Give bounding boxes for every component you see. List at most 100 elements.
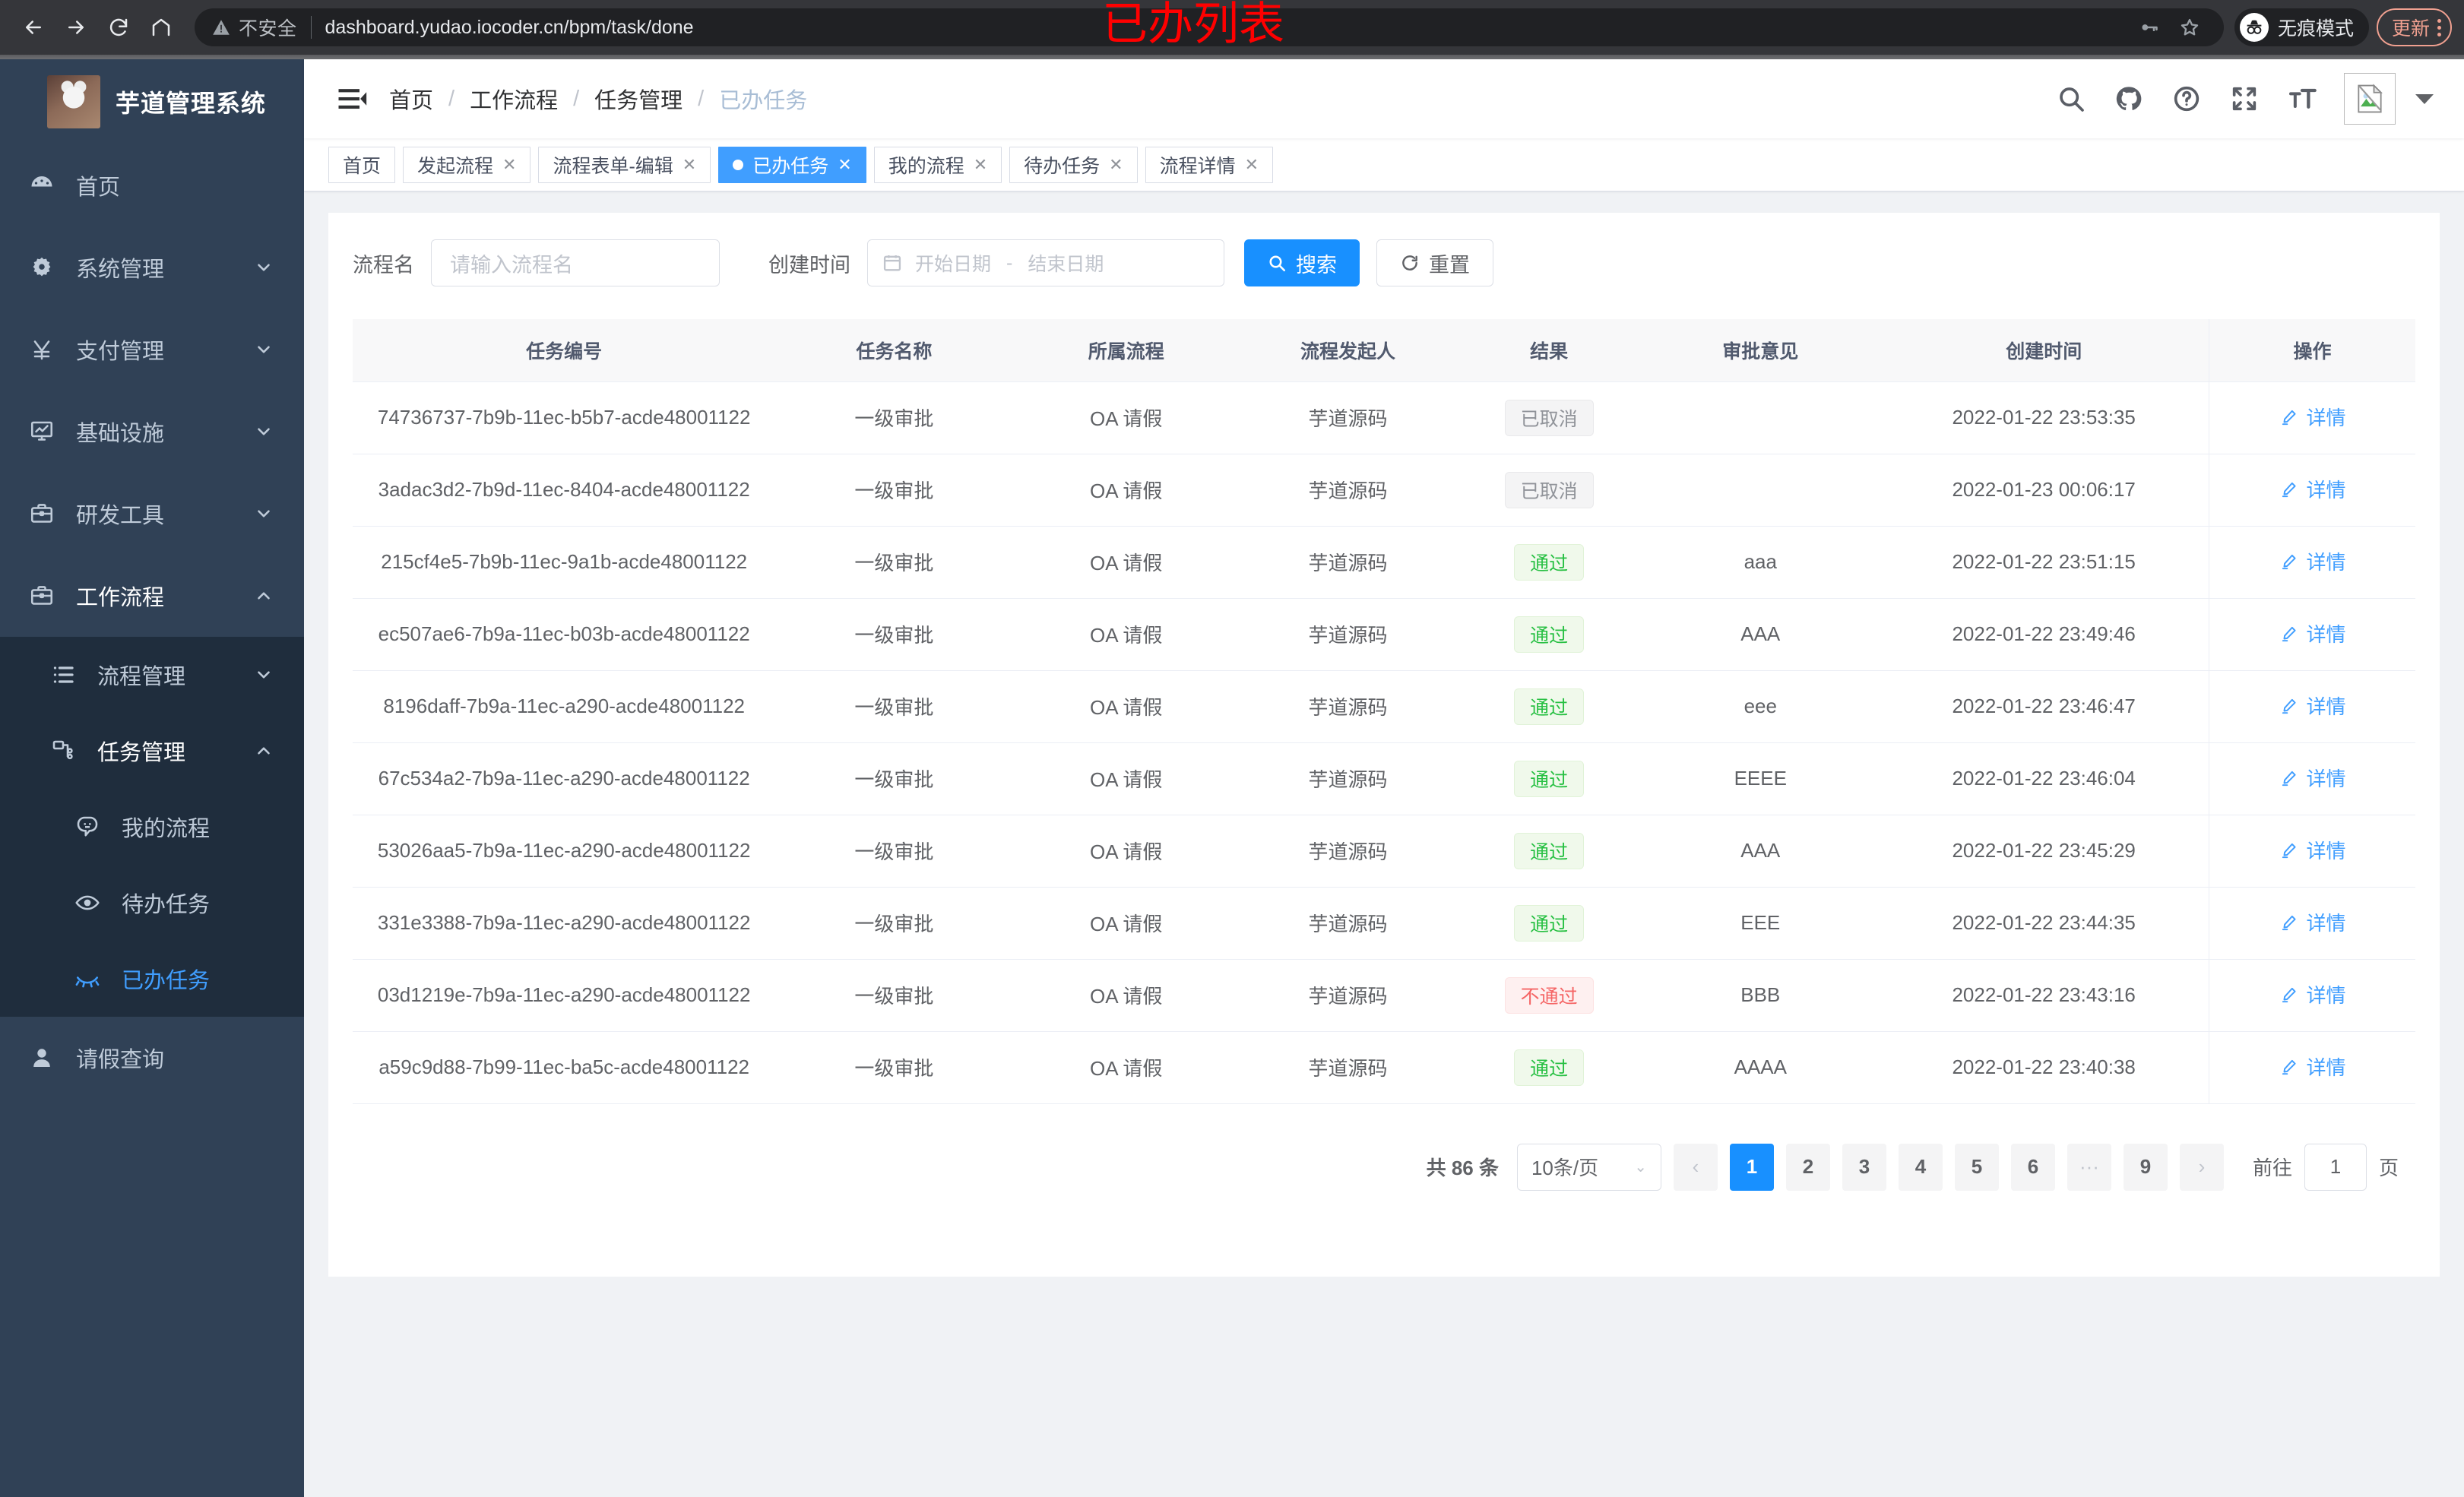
home-button[interactable]: [140, 6, 182, 49]
detail-button[interactable]: 详情: [2279, 692, 2346, 720]
sidebar-item-infrastructure[interactable]: 基础设施: [0, 391, 304, 473]
cell-starter: 芋道源码: [1240, 381, 1456, 454]
cell-task-name: 一级审批: [775, 742, 1013, 815]
tab-home[interactable]: 首页: [328, 146, 396, 183]
detail-button[interactable]: 详情: [2279, 980, 2346, 1008]
update-button[interactable]: 更新: [2376, 8, 2452, 46]
prev-page-button[interactable]: ‹: [1673, 1143, 1718, 1191]
font-size-icon[interactable]: [2286, 83, 2318, 115]
sidebar-item-workflow[interactable]: 工作流程: [0, 555, 304, 637]
detail-button[interactable]: 详情: [2279, 403, 2346, 431]
breadcrumb-item-home[interactable]: 首页: [389, 89, 434, 113]
detail-button[interactable]: 详情: [2279, 1052, 2346, 1081]
close-icon[interactable]: ✕: [1109, 154, 1123, 174]
close-icon[interactable]: ✕: [973, 154, 988, 174]
detail-button[interactable]: 详情: [2279, 836, 2346, 864]
cell-result: 通过: [1455, 887, 1642, 960]
page-button-1[interactable]: 1: [1729, 1143, 1774, 1191]
edit-pencil-icon: [2282, 843, 2296, 858]
detail-button[interactable]: 详情: [2279, 547, 2346, 575]
password-key-icon[interactable]: [2131, 10, 2166, 45]
page-button-5[interactable]: 5: [1954, 1143, 1999, 1191]
address-bar[interactable]: 不安全 dashboard.yudao.iocoder.cn/bpm/task/…: [195, 8, 2224, 46]
avatar[interactable]: [2344, 73, 2396, 125]
sidebar-item-home[interactable]: 首页: [0, 144, 304, 226]
cell-opinion: aaa: [1642, 526, 1880, 599]
close-icon[interactable]: ✕: [682, 154, 697, 174]
page-size-select[interactable]: 10条/页 ⌄: [1516, 1143, 1661, 1191]
cell-process: OA 请假: [1012, 1031, 1240, 1104]
tasks-table: 任务编号 任务名称 所属流程 流程发起人 结果 审批意见 创建时间 操作 747…: [353, 319, 2415, 1104]
close-icon[interactable]: ✕: [838, 154, 852, 174]
sidebar-toggle-icon[interactable]: [334, 82, 368, 116]
github-icon[interactable]: [2113, 83, 2145, 115]
jump-page-input[interactable]: 1: [2304, 1143, 2367, 1191]
tab-done-tasks[interactable]: 已办任务 ✕: [718, 146, 866, 183]
cell-task-name: 一级审批: [775, 959, 1013, 1032]
chevron-down-icon[interactable]: [2415, 93, 2434, 104]
chevron-down-icon: [254, 258, 274, 277]
chevron-down-icon: [254, 340, 274, 359]
chrome-menu-icon[interactable]: [2437, 18, 2441, 36]
cell-opinion: EEEE: [1642, 742, 1880, 815]
process-name-label: 流程名: [353, 253, 414, 277]
sidebar-item-my-process[interactable]: 我的流程: [0, 789, 304, 865]
cell-process: OA 请假: [1012, 454, 1240, 527]
close-icon[interactable]: ✕: [1244, 154, 1259, 174]
tab-process-detail[interactable]: 流程详情 ✕: [1145, 146, 1274, 183]
tab-my-process[interactable]: 我的流程 ✕: [873, 146, 1002, 183]
tab-process-form-edit[interactable]: 流程表单-编辑 ✕: [538, 146, 711, 183]
search-icon[interactable]: [2055, 83, 2087, 115]
page-button-4[interactable]: 4: [1898, 1143, 1943, 1191]
sidebar-item-done-tasks[interactable]: 已办任务: [0, 941, 304, 1017]
cell-task-name: 一级审批: [775, 598, 1013, 671]
next-page-button[interactable]: ›: [2179, 1143, 2224, 1191]
logo-image: [47, 75, 100, 128]
cell-task-id: 03d1219e-7b9a-11ec-a290-acde48001122: [353, 959, 776, 1032]
sidebar-item-system[interactable]: 系统管理: [0, 226, 304, 309]
sidebar-item-label: 工作流程: [76, 586, 165, 610]
search-button[interactable]: 搜索: [1244, 239, 1360, 286]
cell-operations: 详情: [2209, 887, 2415, 960]
sidebar-item-task-management[interactable]: 任务管理: [0, 713, 304, 789]
detail-label: 详情: [2306, 407, 2346, 430]
sidebar-item-devtools[interactable]: 研发工具: [0, 473, 304, 555]
sidebar-item-todo-tasks[interactable]: 待办任务: [0, 865, 304, 941]
page-button-3[interactable]: 3: [1842, 1143, 1886, 1191]
cell-task-id: 8196daff-7b9a-11ec-a290-acde48001122: [353, 670, 776, 743]
incognito-indicator[interactable]: 无痕模式: [2234, 8, 2369, 46]
forward-button[interactable]: [55, 6, 97, 49]
detail-button[interactable]: 详情: [2279, 908, 2346, 936]
tab-label: 首页: [343, 155, 382, 177]
page-button-6[interactable]: 6: [2010, 1143, 2055, 1191]
breadcrumb-item-workflow[interactable]: 工作流程: [470, 89, 559, 113]
tab-todo-tasks[interactable]: 待办任务 ✕: [1009, 146, 1138, 183]
page-button-2[interactable]: 2: [1785, 1143, 1830, 1191]
breadcrumb-item-task-management[interactable]: 任务管理: [594, 89, 683, 113]
sidebar-item-leave-query[interactable]: 请假查询: [0, 1017, 304, 1099]
detail-button[interactable]: 详情: [2279, 764, 2346, 792]
table-row: 3adac3d2-7b9d-11ec-8404-acde48001122 一级审批…: [353, 454, 2415, 527]
refresh-icon: [1402, 255, 1417, 271]
page-button-9[interactable]: 9: [2123, 1143, 2168, 1191]
reload-button[interactable]: [97, 6, 140, 49]
help-circle-icon[interactable]: [2171, 83, 2203, 115]
search-input[interactable]: 请输入流程名: [431, 239, 720, 286]
tab-start-process[interactable]: 发起流程 ✕: [403, 146, 531, 183]
sidebar-item-payment[interactable]: 支付管理: [0, 309, 304, 391]
sidebar-logo[interactable]: 芋道管理系统: [0, 59, 304, 144]
detail-button[interactable]: 详情: [2279, 475, 2346, 503]
reset-button[interactable]: 重置: [1376, 239, 1493, 286]
incognito-label: 无痕模式: [2277, 18, 2354, 40]
gear-icon: [27, 253, 56, 282]
cell-create-time: 2022-01-22 23:40:38: [1879, 1031, 2209, 1104]
bookmark-star-icon[interactable]: [2172, 10, 2207, 45]
sidebar-item-process-management[interactable]: 流程管理: [0, 637, 304, 713]
page-ellipsis[interactable]: ···: [2067, 1143, 2111, 1191]
back-button[interactable]: [12, 6, 55, 49]
table-scrollbar[interactable]: [2409, 319, 2415, 1104]
detail-button[interactable]: 详情: [2279, 619, 2346, 647]
close-icon[interactable]: ✕: [502, 154, 517, 174]
date-range-picker[interactable]: 开始日期 - 结束日期: [867, 239, 1224, 286]
fullscreen-icon[interactable]: [2228, 83, 2260, 115]
